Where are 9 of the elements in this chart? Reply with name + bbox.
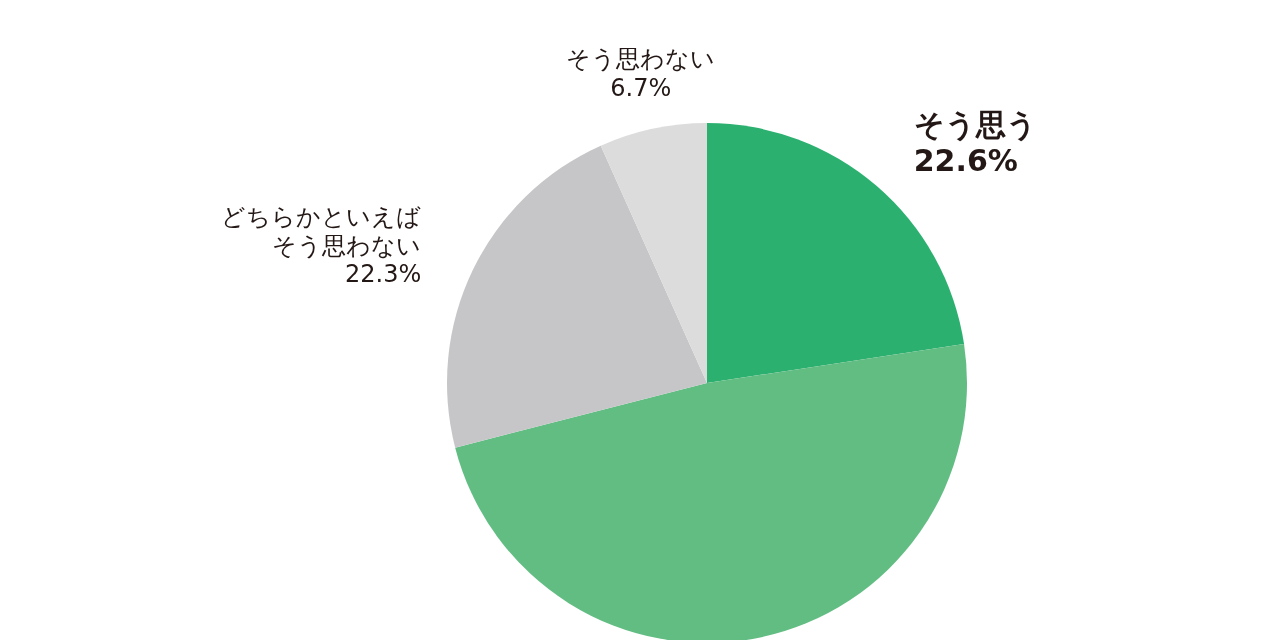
- slice-label: そう思う: [913, 106, 1037, 142]
- pie-slice: [455, 343, 967, 640]
- slice-label: そう思わない: [566, 44, 716, 73]
- pie-slice: [600, 123, 707, 383]
- slice-label: どちらかといえばそう思わない: [221, 202, 422, 260]
- data-label: 6.7%: [610, 73, 672, 102]
- data-label: 22.6%: [913, 142, 1018, 178]
- pie-slice: [447, 145, 707, 448]
- data-label: 22.3%: [345, 260, 422, 289]
